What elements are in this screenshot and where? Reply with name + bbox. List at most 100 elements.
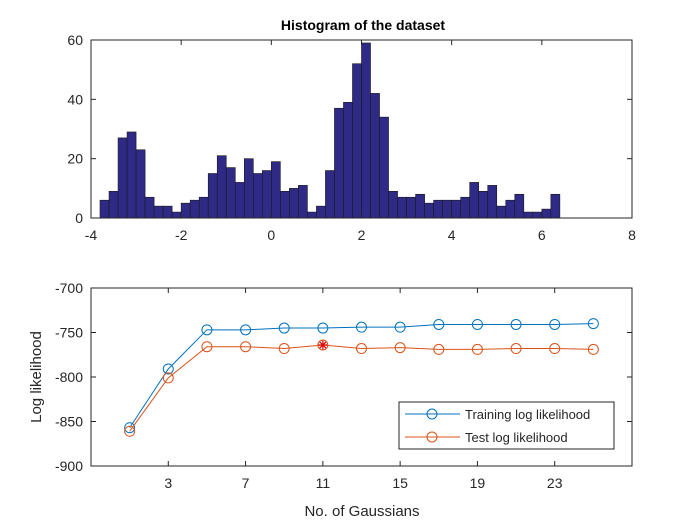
loglik-x-tick-label: 19 xyxy=(470,475,486,491)
legend-entry-training: Training log likelihood xyxy=(405,407,590,422)
histogram-bar xyxy=(153,205,164,219)
series-marker-training xyxy=(394,321,406,333)
histogram-bar xyxy=(415,193,425,219)
histogram-x-tick-label: 6 xyxy=(538,227,546,243)
histogram-bar xyxy=(325,170,335,219)
best-model-marker-stroke xyxy=(319,341,327,349)
histogram-bar xyxy=(180,202,191,219)
loglik-x-axis-label: No. of Gaussians xyxy=(304,503,419,520)
loglik-y-tick-label: -750 xyxy=(55,325,83,341)
legend-label-test: Test log likelihood xyxy=(465,430,568,445)
loglik-x-tick-label: 3 xyxy=(164,475,172,491)
histogram-bar xyxy=(469,182,480,219)
histogram-bar xyxy=(189,199,200,219)
histogram-x-tick-label: -4 xyxy=(85,227,98,243)
histogram-bar xyxy=(298,185,308,219)
histogram-title: Histogram of the dataset xyxy=(281,17,445,33)
series-marker-test xyxy=(394,342,406,354)
histogram-bar xyxy=(514,193,525,219)
histogram-bar xyxy=(216,155,227,219)
series-line-test xyxy=(129,344,594,432)
histogram-bar xyxy=(550,193,561,219)
histogram-bar xyxy=(144,196,155,219)
loglik-x-tick-label: 23 xyxy=(547,475,563,491)
series-line-training xyxy=(129,323,594,429)
histogram-y-tick-label: 60 xyxy=(67,32,83,48)
loglik-legend: Training log likelihood Test log likelih… xyxy=(398,401,615,450)
histogram-bar xyxy=(243,158,254,219)
histogram-bar xyxy=(262,170,272,219)
series-marker-test xyxy=(278,343,290,355)
series-marker-training xyxy=(510,318,522,330)
loglik-x-tick-label: 11 xyxy=(316,475,331,491)
legend-marker-test xyxy=(426,431,438,443)
series-marker-test xyxy=(433,343,445,355)
series-marker-test xyxy=(587,343,599,355)
histogram-bar xyxy=(334,107,344,219)
histogram-bar xyxy=(496,205,507,219)
histogram-y-ticks: 0 20 40 60 xyxy=(67,32,632,226)
series-marker-test xyxy=(510,343,522,355)
legend-entry-test: Test log likelihood xyxy=(405,430,568,445)
histogram-x-tick-label: -2 xyxy=(175,227,188,243)
legend-marker-training xyxy=(426,408,438,420)
loglik-x-tick-label: 7 xyxy=(242,475,250,491)
loglik-y-axis-label: Log likelihood xyxy=(28,331,45,423)
histogram-bar xyxy=(505,199,516,219)
histogram-x-tick-label: 8 xyxy=(628,227,636,243)
series-marker-test xyxy=(124,425,136,437)
histogram-bar xyxy=(478,191,489,219)
histogram-y-tick-label: 0 xyxy=(75,210,83,226)
best-model-marker xyxy=(318,340,328,350)
histogram-bar xyxy=(253,173,263,219)
histogram-bar xyxy=(162,205,173,219)
series-marker-training xyxy=(240,324,252,336)
series-marker-test xyxy=(162,372,174,384)
histogram-bar xyxy=(424,202,434,219)
histogram-bar xyxy=(289,188,299,219)
histogram-bar xyxy=(379,116,389,219)
series-marker-training xyxy=(356,321,367,333)
loglik-y-ticks: -900 -850 -800 -750 -700 xyxy=(55,280,632,474)
histogram-bar xyxy=(532,211,543,219)
histogram-bar xyxy=(207,173,218,219)
series-marker-training xyxy=(162,363,174,375)
loglik-x-ticks: 3 7 11 15 19 23 xyxy=(164,288,563,491)
histogram-x-ticks: -4 -2 0 2 4 6 8 xyxy=(85,40,636,243)
series-marker-test xyxy=(201,341,213,353)
loglik-y-tick-label: -850 xyxy=(55,414,83,430)
histogram-bar xyxy=(523,211,534,219)
loglik-y-tick-label: -900 xyxy=(55,458,83,474)
series-marker-training xyxy=(471,318,483,330)
histogram-bar xyxy=(370,93,380,219)
histogram-bar xyxy=(442,199,452,219)
series-marker-test xyxy=(549,343,561,355)
histogram-x-tick-label: 0 xyxy=(267,227,275,243)
series-marker-training xyxy=(549,318,561,330)
histogram-bar xyxy=(108,191,119,219)
histogram-bar xyxy=(406,196,416,219)
histogram-bar xyxy=(343,102,353,219)
loglik-x-tick-label: 15 xyxy=(392,475,408,491)
histogram-bar xyxy=(225,167,236,219)
histogram-bar xyxy=(397,196,407,219)
series-marker-training xyxy=(278,322,290,334)
loglik-chart: 3 7 11 15 19 23 -900 -850 -800 -750 -700 No. of G… xyxy=(28,280,633,520)
histogram-y-tick-label: 20 xyxy=(67,151,83,167)
series-marker-training xyxy=(317,322,329,334)
histogram-bar xyxy=(117,137,128,219)
loglik-y-tick-label: -700 xyxy=(55,280,83,296)
histogram-bar xyxy=(307,211,317,219)
histogram-bar xyxy=(388,191,398,219)
histogram-bar xyxy=(271,161,281,219)
series-marker-test xyxy=(317,339,329,351)
histogram-y-tick-label: 40 xyxy=(67,91,83,107)
histogram-bar xyxy=(316,205,326,219)
histogram-bar xyxy=(126,131,137,219)
histogram-chart: Histogram of the dataset -4 -2 0 2 4 6 8 0 20 40… xyxy=(67,17,636,243)
series-marker-training xyxy=(124,422,136,434)
series-marker-test xyxy=(240,341,252,353)
loglik-series xyxy=(124,318,599,437)
histogram-x-tick-label: 4 xyxy=(448,227,456,243)
